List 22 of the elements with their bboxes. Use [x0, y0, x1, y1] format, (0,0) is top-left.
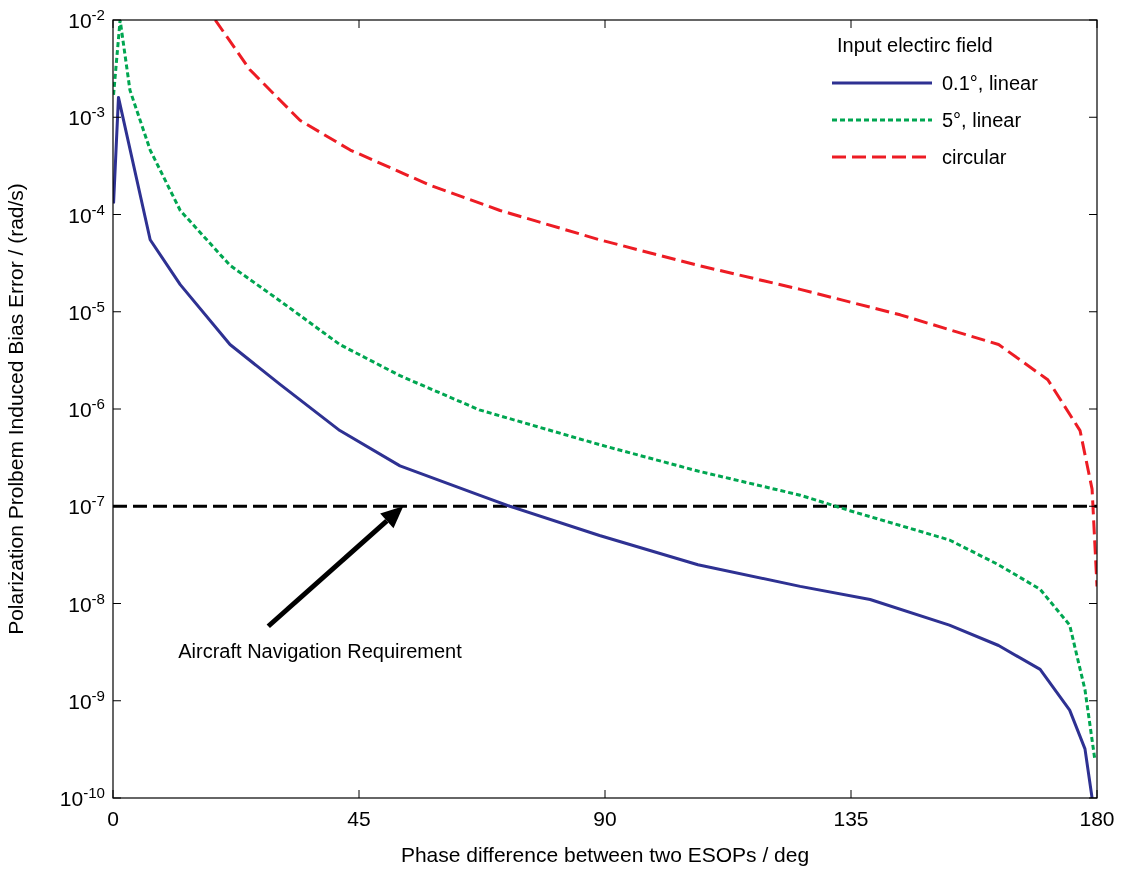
y-tick-label: 10$^{-8}$ [68, 589, 105, 616]
legend-title: Input electirc field [837, 34, 993, 56]
y-tick-label: 10$^{-7}$ [68, 491, 105, 519]
x-tick-label: 45 [347, 807, 371, 830]
y-tick-label: 10$^{-3}$ [68, 102, 105, 130]
x-tick-label: 180 [1079, 807, 1115, 830]
y-tick-label: 10$^{-5}$ [68, 297, 105, 324]
x-tick-label: 90 [593, 807, 617, 830]
y-tick-label: 10$^{-6}$ [68, 394, 105, 421]
x-tick-label: 0 [107, 807, 119, 830]
line-series [213, 20, 1097, 588]
x-axis-title: Phase difference between two ESOPs / deg [400, 843, 810, 866]
y-tick-label: 10$^{-9}$ [68, 686, 105, 713]
y-tick-label: 10$^{-4}$ [68, 200, 105, 227]
y-tick-label: 10$^{-2}$ [68, 5, 105, 32]
annotation: Aircraft Navigation Requirement [178, 640, 463, 663]
y-axis-title: Polarization Prolbem Induced Bias Error / (rad/s) [4, 183, 27, 635]
y-tick-label: 10$^{-10}$ [59, 783, 105, 810]
legend-label: circular [942, 146, 1007, 168]
x-tick-label: 135 [833, 807, 869, 830]
legend-label: 5°, linear [942, 109, 1022, 131]
legend-label: 0.1°, linear [942, 72, 1039, 94]
